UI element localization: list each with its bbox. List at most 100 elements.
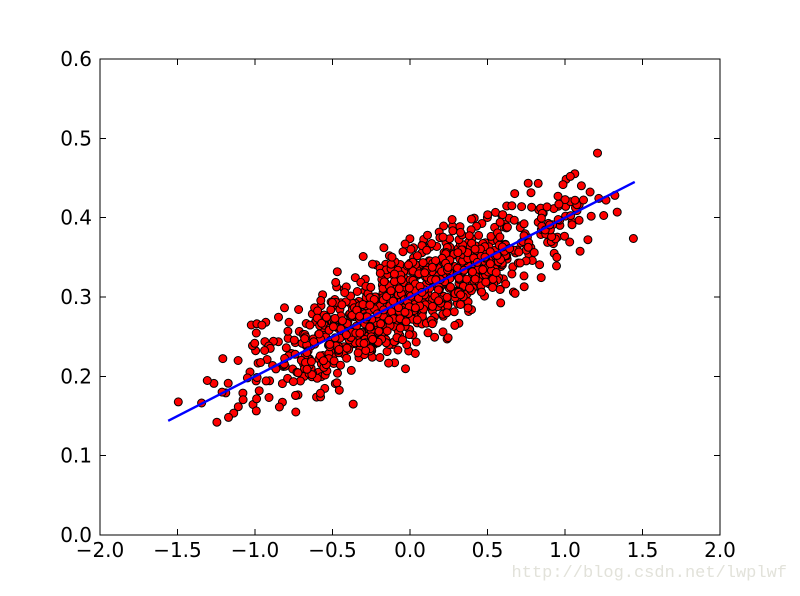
x-tick-label: −0.5 bbox=[308, 538, 357, 562]
scatter-point bbox=[453, 248, 463, 258]
x-tick-label: −2.0 bbox=[76, 538, 125, 562]
scatter-point bbox=[384, 315, 394, 325]
scatter-point bbox=[507, 201, 517, 211]
x-tick-label: 0.0 bbox=[394, 538, 426, 562]
scatter-point bbox=[346, 365, 356, 375]
scatter-point bbox=[404, 260, 413, 270]
x-tick-label: 1.0 bbox=[549, 538, 581, 562]
scatter-point bbox=[439, 221, 449, 231]
y-tick-label: 0.6 bbox=[60, 47, 92, 71]
scatter-point bbox=[552, 252, 562, 262]
scatter-point bbox=[374, 326, 384, 336]
scatter-point bbox=[274, 402, 284, 412]
scatter-point bbox=[355, 328, 365, 338]
y-tick-label: 0.4 bbox=[60, 206, 92, 230]
scatter-point bbox=[353, 348, 363, 358]
scatter-point bbox=[523, 242, 533, 252]
scatter-point bbox=[212, 417, 222, 427]
scatter-point bbox=[352, 287, 362, 296]
scatter-point bbox=[395, 323, 405, 333]
x-tick-label: 0.5 bbox=[472, 538, 504, 562]
scatter-point bbox=[574, 215, 584, 225]
scatter-point bbox=[314, 329, 324, 339]
scatter-point bbox=[519, 282, 529, 292]
scatter-point bbox=[448, 226, 458, 236]
scatter-point bbox=[428, 301, 437, 311]
scatter-point bbox=[375, 268, 385, 278]
scatter-point bbox=[449, 307, 459, 317]
scatter-point bbox=[411, 337, 421, 347]
x-tick-label: 2.0 bbox=[704, 538, 736, 562]
scatter-point bbox=[406, 244, 416, 254]
y-tick-label: 0.2 bbox=[60, 364, 92, 388]
scatter-point bbox=[474, 230, 484, 240]
scatter-point bbox=[274, 312, 283, 322]
scatter-point bbox=[293, 368, 303, 378]
scatter-point bbox=[315, 388, 325, 398]
scatter-point bbox=[527, 202, 537, 212]
scatter-point bbox=[328, 322, 338, 332]
scatter-point bbox=[289, 335, 299, 345]
scatter-point bbox=[325, 339, 335, 349]
scatter-point bbox=[519, 271, 529, 281]
scatter-point bbox=[331, 277, 341, 287]
scatter-point bbox=[251, 406, 261, 416]
scatter-point bbox=[576, 181, 586, 191]
scatter-point bbox=[498, 210, 508, 220]
scatter-point bbox=[280, 303, 289, 313]
scatter-point bbox=[558, 180, 568, 190]
scatter-point bbox=[365, 322, 375, 332]
scatter-point bbox=[251, 328, 261, 338]
scatter-point bbox=[427, 319, 437, 329]
scatter-point bbox=[423, 230, 432, 240]
scatter-point bbox=[283, 326, 293, 336]
scatter-point bbox=[317, 318, 327, 328]
scatter-point bbox=[438, 327, 448, 337]
scatter-point bbox=[628, 234, 638, 243]
scatter-point bbox=[252, 394, 262, 404]
scatter-point bbox=[542, 202, 552, 212]
scatter-point bbox=[422, 245, 432, 255]
scatter-point bbox=[401, 364, 410, 374]
scatter-point bbox=[327, 298, 337, 307]
scatter-point bbox=[491, 268, 501, 277]
scatter-point bbox=[302, 364, 312, 374]
scatter-point bbox=[382, 326, 392, 336]
y-tick-label: 0.3 bbox=[60, 285, 92, 309]
scatter-point bbox=[443, 333, 453, 343]
scatter-point bbox=[454, 273, 464, 283]
scatter-point bbox=[430, 332, 440, 342]
scatter-points bbox=[173, 148, 638, 427]
scatter-point bbox=[510, 288, 520, 298]
scatter-point bbox=[456, 290, 466, 300]
scatter-point bbox=[427, 262, 437, 272]
scatter-point bbox=[375, 353, 385, 362]
scatter-point bbox=[517, 202, 527, 212]
scatter-point bbox=[456, 227, 465, 237]
scatter-point bbox=[260, 346, 270, 355]
scatter-point bbox=[389, 269, 399, 279]
scatter-point bbox=[418, 258, 428, 268]
scatter-point bbox=[294, 305, 304, 314]
scatter-point bbox=[329, 356, 339, 366]
scatter-point bbox=[398, 247, 408, 257]
scatter-point bbox=[443, 262, 453, 272]
scatter-point bbox=[515, 258, 525, 268]
regression-line bbox=[167, 180, 636, 422]
scatter-point bbox=[560, 231, 569, 241]
scatter-point bbox=[348, 399, 358, 409]
scatter-point bbox=[256, 358, 266, 367]
scatter-point bbox=[394, 284, 404, 294]
scatter-point bbox=[485, 259, 495, 269]
scatter-point bbox=[281, 343, 291, 353]
scatter-point bbox=[470, 274, 480, 284]
x-tick-label: −1.5 bbox=[153, 538, 202, 562]
scatter-point bbox=[355, 311, 365, 321]
scatter-point bbox=[552, 261, 561, 271]
scatter-point bbox=[536, 273, 546, 283]
scatter-point bbox=[427, 239, 437, 248]
scatter-point bbox=[599, 211, 609, 220]
x-tick-label: 1.5 bbox=[627, 538, 659, 562]
scatter-point bbox=[501, 279, 511, 289]
